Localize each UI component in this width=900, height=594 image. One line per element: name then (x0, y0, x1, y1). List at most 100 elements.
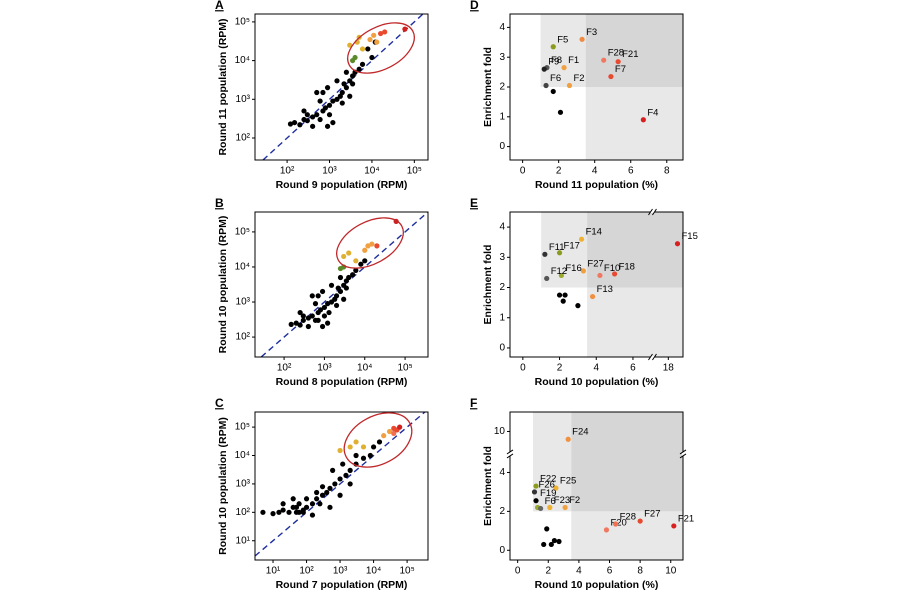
data-point (324, 85, 331, 91)
point-label: F7 (615, 64, 626, 75)
x-tick-label: 2 (545, 566, 551, 577)
axis-break (506, 453, 514, 459)
data-point (314, 112, 320, 118)
y-axis-label: Enrichment fold (482, 47, 494, 127)
data-point (612, 271, 618, 277)
x-tick-label: 10³ (317, 363, 332, 374)
y-tick-label: 10 (494, 426, 506, 437)
data-point (330, 467, 336, 473)
data-point (303, 496, 310, 502)
point-label: F11 (549, 242, 565, 253)
data-point (365, 243, 371, 249)
data-point (608, 73, 614, 80)
y-tick-label: 2 (499, 82, 505, 93)
x-tick-label: 6 (630, 363, 636, 374)
data-point (597, 272, 603, 279)
x-tick-label: 10¹ (266, 566, 281, 577)
data-point (541, 541, 547, 548)
x-tick-label: 10³ (322, 166, 337, 177)
data-point (310, 114, 316, 120)
panel-letter: B (215, 196, 224, 210)
data-point (327, 504, 333, 510)
data-point (287, 121, 294, 127)
y-tick-label: 10⁵ (235, 17, 250, 28)
y-tick-label: 3 (499, 52, 505, 63)
highlight-ellipse (347, 22, 415, 74)
x-tick-label: 4 (592, 166, 598, 177)
shade-light (541, 212, 588, 288)
data-point (334, 96, 340, 102)
y-tick-label: 10⁵ (235, 227, 250, 238)
y-tick-label: 0 (499, 545, 505, 556)
data-point (365, 46, 371, 52)
data-point (304, 112, 310, 118)
point-label: F19 (540, 488, 556, 499)
data-point (544, 275, 550, 282)
x-tick-label: 10² (277, 363, 292, 374)
data-point (293, 504, 300, 510)
data-point (350, 272, 356, 278)
data-point (326, 309, 332, 316)
data-point (386, 428, 393, 435)
data-point (320, 89, 326, 96)
data-point (371, 32, 377, 38)
data-point (319, 484, 326, 490)
data-point (300, 313, 306, 319)
data-point (315, 317, 321, 323)
shade-light (585, 87, 683, 160)
panel-letter: E (470, 196, 478, 210)
axes-frame (254, 211, 429, 358)
y-axis-label: Round 11 population (RPM) (217, 18, 229, 155)
data-point (343, 69, 349, 75)
data-point (288, 321, 294, 327)
data-point (317, 501, 323, 507)
panel-letter: F (470, 396, 477, 410)
point-label: F22 (540, 474, 556, 485)
y-tick-label: 3 (499, 252, 505, 263)
x-tick-label: 0 (520, 363, 526, 374)
y-tick-label: 10³ (236, 94, 251, 105)
data-point (575, 303, 581, 309)
data-point (561, 65, 567, 71)
data-point (359, 61, 366, 67)
y-tick-label: 10⁴ (235, 262, 250, 273)
data-point (300, 317, 306, 323)
x-tick-label: 10⁴ (357, 363, 372, 374)
axis-break (652, 208, 657, 216)
data-point (377, 30, 384, 37)
shade-dark (587, 212, 683, 288)
data-point (397, 424, 403, 430)
x-tick-label: 10² (299, 566, 314, 577)
data-point (326, 102, 333, 108)
data-point (353, 439, 359, 445)
axis-break (679, 453, 687, 459)
data-point (347, 93, 353, 99)
data-point (558, 272, 564, 279)
shade-light (571, 511, 683, 560)
data-point (337, 476, 343, 482)
x-tick-label: 6 (628, 166, 634, 177)
data-point (551, 537, 557, 544)
y-tick-label: 0 (499, 141, 505, 152)
point-label: F20 (610, 517, 626, 528)
data-point (548, 541, 554, 548)
data-point (324, 489, 330, 496)
data-point (309, 501, 316, 507)
y-axis-label: Enrichment fold (482, 446, 494, 526)
data-point (347, 467, 353, 473)
data-point (556, 292, 563, 298)
y-tick-label: 10⁴ (235, 55, 250, 66)
y-tick-label: 4 (499, 467, 505, 478)
data-point (309, 512, 316, 518)
data-point (578, 236, 585, 242)
data-point (333, 302, 340, 309)
x-tick-label: 10³ (333, 566, 348, 577)
data-point (325, 320, 331, 326)
data-point (326, 112, 333, 118)
data-point (343, 278, 349, 284)
axis-break-gap (650, 211, 655, 213)
data-point (550, 88, 556, 95)
data-point (369, 241, 375, 247)
